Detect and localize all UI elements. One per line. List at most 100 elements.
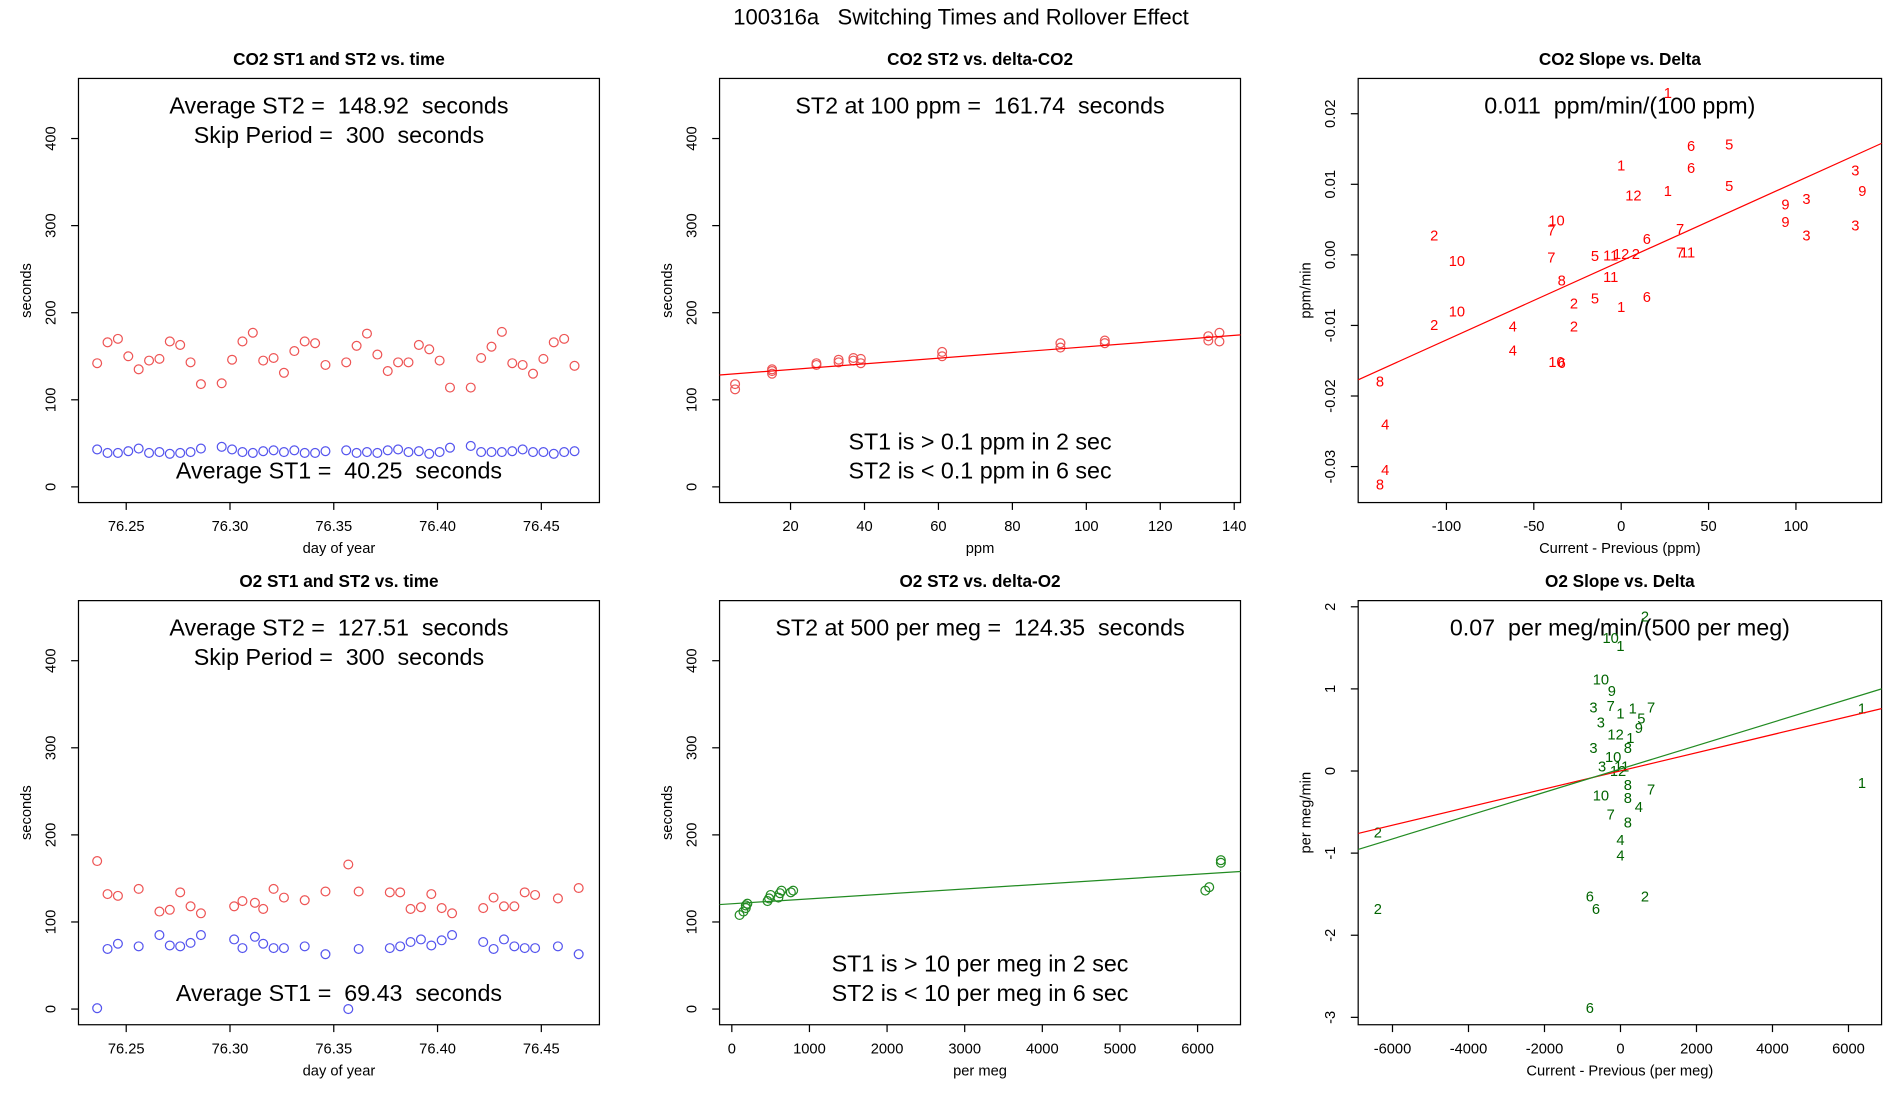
point-label: 1 (1858, 776, 1866, 792)
point (164, 904, 175, 915)
y-tick-label: 0 (685, 1005, 701, 1013)
point-label: 2 (1641, 889, 1649, 905)
y-axis-label: seconds (660, 263, 676, 318)
x-tick-label: 5000 (1104, 1041, 1137, 1057)
point-label: 9 (1781, 215, 1789, 231)
point (447, 908, 458, 919)
point (361, 447, 373, 458)
point (405, 903, 416, 914)
point-label: 1 (1664, 86, 1672, 102)
x-tick-label: 76.30 (212, 1041, 249, 1057)
point (937, 351, 948, 362)
x-axis-label: day of year (303, 541, 376, 557)
point-label: 6 (1643, 290, 1651, 306)
point (185, 901, 196, 912)
fit-line (1358, 708, 1882, 835)
annotation: ST2 at 500 per meg = 124.35 seconds (775, 615, 1184, 641)
x-axis-label: Current - Previous (per meg) (1526, 1063, 1713, 1079)
point (341, 445, 352, 456)
point (133, 941, 144, 952)
x-tick-label: 0 (1617, 519, 1625, 535)
plot-frame (1357, 600, 1883, 1026)
x-axis-label: Current - Previous (ppm) (1539, 541, 1701, 557)
y-axis-label: seconds (660, 785, 676, 840)
point-label: 11 (1603, 270, 1618, 286)
point (237, 943, 248, 954)
y-tick-label: 400 (44, 648, 60, 673)
point (343, 1004, 354, 1015)
annotation: ST2 at 100 ppm = 161.74 seconds (795, 92, 1164, 118)
annotation: ST2 is < 0.1 ppm in 6 sec (848, 458, 1112, 484)
point (299, 941, 310, 952)
point (195, 908, 206, 919)
x-tick-label: 6000 (1181, 1041, 1214, 1057)
panel-title: O2 ST1 and ST2 vs. time (239, 571, 438, 591)
point-label: 11 (1680, 245, 1695, 261)
point-label: 3 (1851, 164, 1859, 180)
point-label: 2 (1430, 318, 1438, 334)
y-tick-label: 2 (1323, 603, 1339, 611)
point (278, 892, 289, 903)
plot-frame (77, 77, 601, 504)
point-label: 7 (1676, 245, 1684, 261)
x-tick-label: 76.35 (315, 1041, 352, 1057)
point (320, 886, 331, 897)
point (1055, 342, 1066, 353)
x-tick-label: 76.35 (315, 519, 352, 535)
point (415, 934, 426, 945)
x-tick-label: 0 (728, 1041, 736, 1057)
x-tick-label: 0 (1616, 1041, 1624, 1057)
point (405, 936, 416, 948)
point (310, 447, 321, 458)
point (320, 949, 331, 960)
point-label: 2 (1374, 902, 1382, 918)
point (538, 353, 549, 364)
y-tick-label: -0.02 (1323, 379, 1339, 412)
y-tick-label: -0.03 (1323, 450, 1339, 483)
point-label: 3 (1802, 192, 1810, 208)
point (507, 446, 518, 457)
point (496, 326, 507, 337)
point (774, 888, 785, 899)
point (92, 1003, 103, 1014)
point (393, 444, 404, 455)
point-label: 8 (1624, 778, 1632, 794)
point-label: 10 (1449, 254, 1465, 270)
point (436, 935, 447, 946)
fit-line (1357, 142, 1882, 381)
annotation: ST2 is < 10 per meg in 6 sec (832, 980, 1129, 1006)
point (476, 447, 487, 458)
y-tick-label: 400 (685, 126, 701, 151)
point (112, 890, 123, 901)
point (476, 352, 487, 364)
point (447, 930, 458, 941)
point-label: 10 (1548, 355, 1564, 371)
point (488, 943, 499, 954)
point (278, 367, 289, 378)
y-tick-label: 1 (1323, 685, 1339, 693)
point (413, 446, 424, 457)
point (258, 938, 269, 949)
point (424, 448, 435, 459)
point-label: 3 (1589, 701, 1597, 717)
annotation: Average ST2 = 127.51 seconds (169, 615, 508, 641)
point (112, 938, 123, 949)
point (278, 447, 289, 458)
x-tick-label: 4000 (1756, 1041, 1789, 1057)
point-label: 3 (1589, 741, 1597, 757)
y-tick-label: 300 (685, 213, 701, 238)
point (249, 931, 260, 942)
x-tick-label: 40 (856, 519, 872, 535)
point-label: 4 (1381, 463, 1389, 479)
point (465, 440, 476, 451)
point-label: 5 (1591, 249, 1599, 265)
x-tick-label: -6000 (1374, 1041, 1412, 1057)
point-label: 7 (1547, 250, 1555, 266)
plot-frame (77, 600, 601, 1026)
annotation: Average ST1 = 69.43 seconds (176, 980, 502, 1006)
point (527, 447, 539, 458)
point-label: 3 (1851, 219, 1859, 235)
y-tick-label: 300 (44, 736, 60, 761)
point-label: 1 (1616, 706, 1624, 722)
point-label: 5 (1637, 711, 1645, 727)
